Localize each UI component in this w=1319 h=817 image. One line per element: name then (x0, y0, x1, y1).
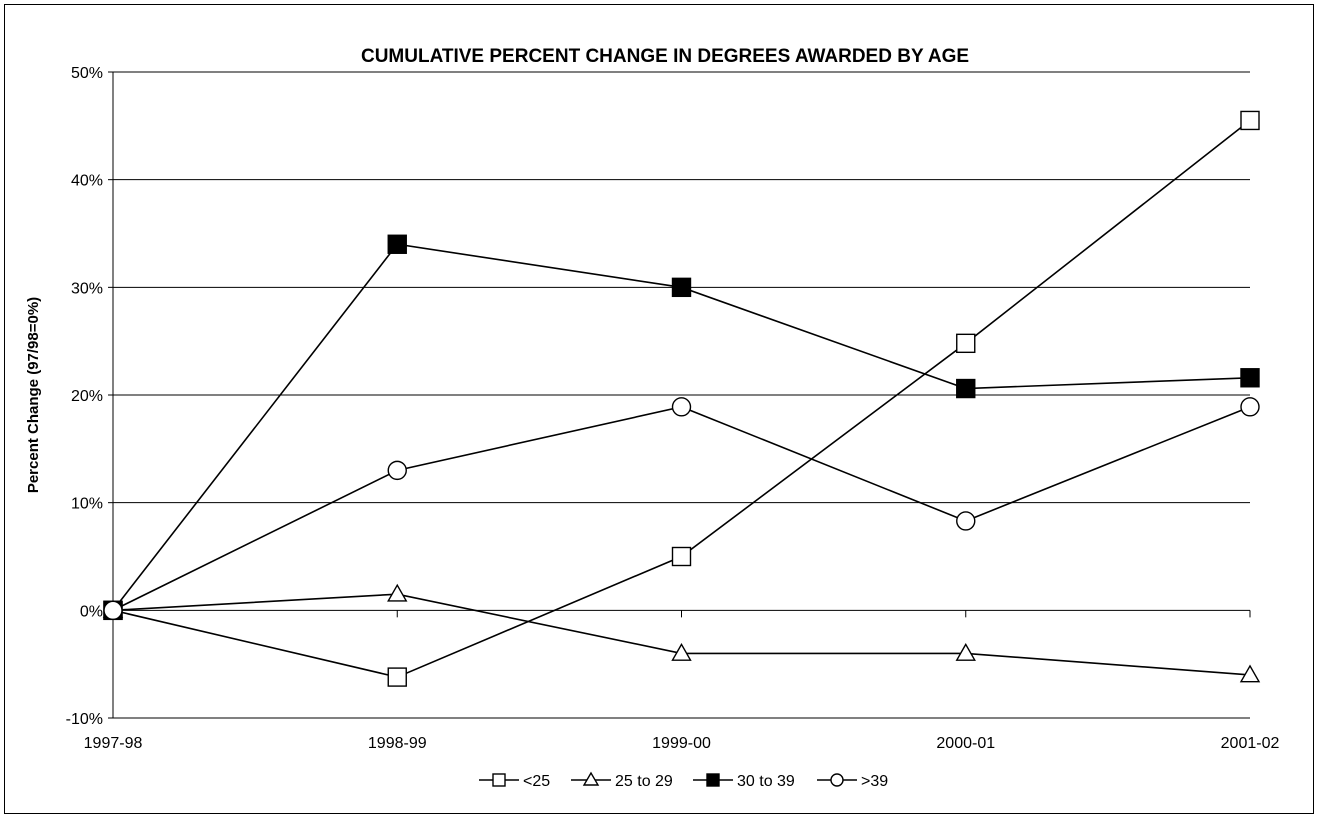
series-line (112, 406, 1251, 612)
legend-marker (492, 773, 506, 787)
x-tick-labels: 1997-98 1998-99 1999-00 2000-01 2001-02 (84, 735, 1280, 752)
y-tick-labels: -10% 0% 10% 20% 30% 40% 50% (66, 65, 103, 728)
x-tick-label: 2000-01 (936, 735, 995, 752)
legend-label: >39 (861, 773, 888, 790)
data-point (671, 397, 692, 417)
data-point (387, 234, 407, 254)
y-tick-label: 40% (71, 173, 103, 190)
data-point (103, 600, 123, 621)
chart-frame (4, 4, 1314, 814)
data-point (956, 378, 976, 399)
legend-label: 25 to 29 (615, 773, 673, 790)
data-point (671, 642, 692, 661)
data-point (1240, 397, 1260, 417)
series-3 (103, 397, 1260, 621)
y-tick-label: 30% (71, 280, 103, 297)
data-point (956, 511, 976, 531)
legend-label: 30 to 39 (737, 773, 795, 790)
y-tick-label: 20% (71, 388, 103, 405)
legend-item: 25 to 29 (571, 771, 673, 790)
data-point (387, 667, 407, 687)
x-tick-label: 2001-02 (1221, 735, 1280, 752)
data-point (955, 642, 976, 661)
x-tick-label: 1998-99 (368, 735, 427, 752)
legend-item: <25 (479, 773, 550, 790)
data-point (956, 333, 976, 354)
data-point (387, 583, 408, 602)
y-axis-label: Percent Change (97/98=0%) (25, 297, 42, 493)
legend-marker (706, 773, 720, 787)
chart-title: CUMULATIVE PERCENT CHANGE IN DEGREES AWA… (361, 46, 969, 67)
legend: <25 25 to 29 30 to 39 >39 (479, 771, 888, 790)
x-tick-label: 1997-98 (84, 735, 143, 752)
data-point (671, 277, 692, 298)
legend-marker (582, 771, 600, 786)
data-point (387, 460, 407, 481)
gridlines (113, 71, 1250, 611)
x-tick-label: 1999-00 (652, 735, 711, 752)
y-tick-label: -10% (66, 711, 103, 728)
data-point (1240, 368, 1260, 388)
legend-item: >39 (817, 773, 888, 790)
y-tick-label: 10% (71, 496, 103, 513)
legend-label: <25 (523, 773, 550, 790)
series-group (102, 110, 1261, 687)
legend-marker (830, 773, 844, 787)
y-tick-label: 50% (71, 65, 103, 82)
legend-item: 30 to 39 (693, 773, 795, 790)
data-point (671, 546, 692, 567)
series-1 (102, 583, 1261, 683)
y-tick-label: 0% (80, 603, 103, 620)
data-point (1239, 664, 1261, 683)
data-point (1240, 110, 1260, 131)
series-line (112, 593, 1251, 676)
